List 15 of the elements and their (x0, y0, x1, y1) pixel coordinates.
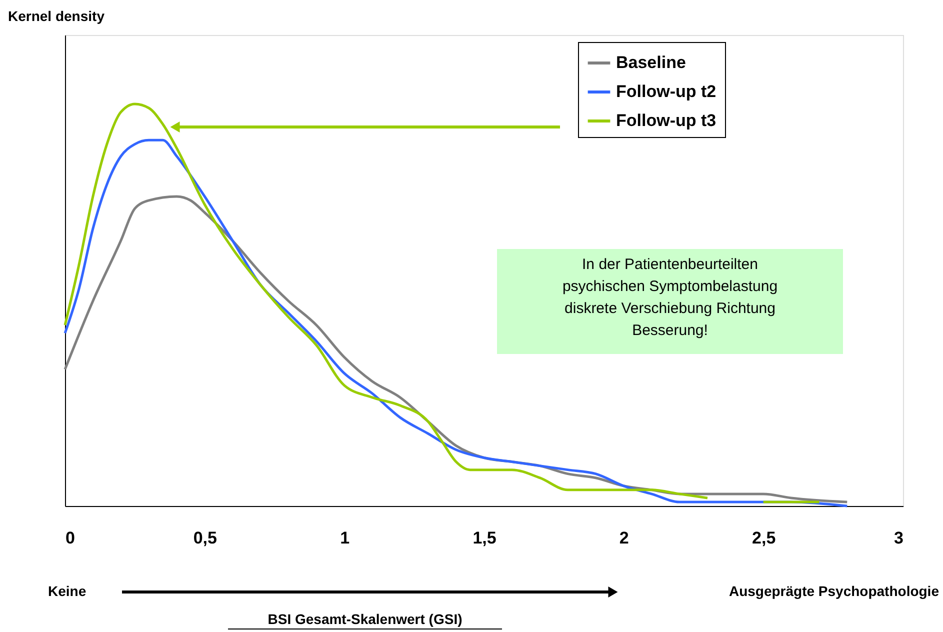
text: Kernel density (8, 8, 105, 24)
x-tick-label: 0 (66, 528, 75, 548)
x-tick-label: 1,5 (472, 528, 496, 548)
legend-label: Follow-up t2 (616, 82, 716, 101)
annotation: In der Patientenbeurteilten psychischen Symptombelastung diskrete Verschiebung Richtung Besserung! (562, 256, 778, 339)
legend-label: Follow-up t3 (616, 111, 716, 130)
text: Keine (48, 583, 86, 599)
x-axis-title: BSI Gesamt-Skalenwert (GSI) (268, 611, 462, 627)
x-tick-label: 3 (894, 528, 904, 548)
legend-label: Baseline (616, 53, 686, 72)
x-tick-label: 0,5 (193, 528, 217, 548)
text: Ausgeprägte Psychopathologie (728, 583, 940, 599)
x-tick-label: 2,5 (752, 528, 776, 548)
x-tick-label: 1 (340, 528, 350, 548)
x-tick-label: 2 (619, 528, 629, 548)
